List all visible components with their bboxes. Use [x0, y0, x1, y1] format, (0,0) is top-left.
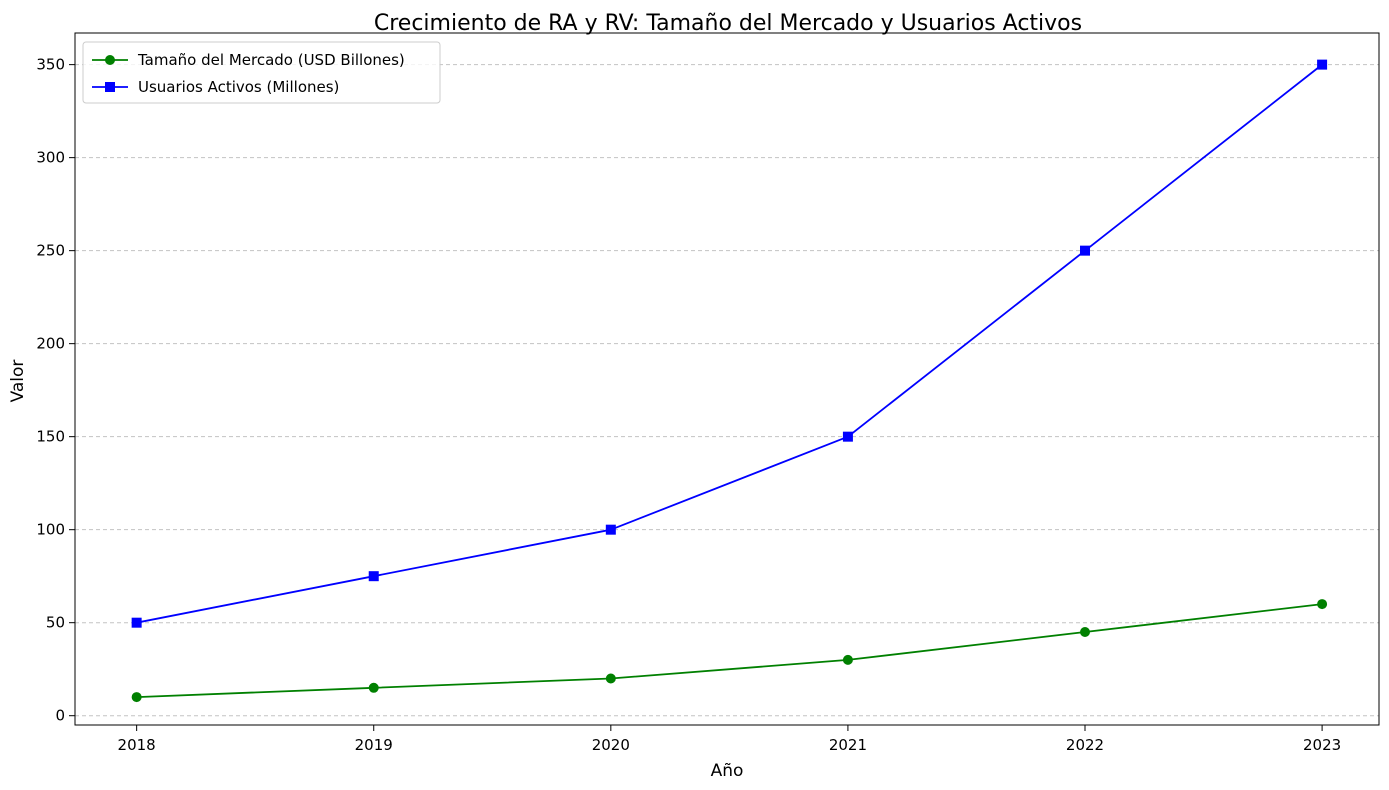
series-2: [131, 59, 1328, 628]
data-point: [131, 617, 142, 628]
series-layer: [131, 59, 1328, 703]
y-tick-label: 150: [36, 428, 65, 446]
data-point: [605, 524, 616, 535]
grid: [75, 64, 1379, 717]
data-point: [131, 692, 142, 703]
plot-frame: [74, 32, 1380, 726]
x-axis-label: Año: [711, 761, 744, 781]
data-point: [1080, 626, 1091, 637]
data-point: [842, 654, 853, 665]
x-tick-label: 2020: [592, 736, 630, 754]
y-axis-label: Valor: [8, 360, 28, 403]
data-point: [1317, 59, 1328, 70]
series-line: [136, 603, 1323, 698]
series-line: [136, 63, 1323, 624]
y-tick-label: 300: [36, 149, 65, 167]
y-tick-label: 350: [36, 56, 65, 74]
legend-box: [82, 41, 441, 104]
y-tick-label: 100: [36, 521, 65, 539]
legend-marker: [105, 55, 115, 65]
legend-item: Tamaño del Mercado (USD Billones): [92, 51, 405, 69]
legend-marker: [105, 82, 115, 92]
data-point: [1317, 599, 1328, 610]
x-tick-label: 2018: [118, 736, 156, 754]
y-tick-label: 200: [36, 335, 65, 353]
legend: Tamaño del Mercado (USD Billones) Usuario…: [82, 41, 441, 104]
y-axis: 0 50 100 150 200 250 300 350: [36, 56, 75, 725]
x-tick-label: 2021: [829, 736, 867, 754]
data-point: [368, 571, 379, 582]
y-tick-label: 250: [36, 242, 65, 260]
legend-item: Usuarios Activos (Millones): [92, 78, 339, 96]
y-tick-label: 0: [55, 707, 65, 725]
data-point: [605, 673, 616, 684]
chart-title: Crecimiento de RA y RV: Tamaño del Merca…: [374, 11, 1082, 36]
data-point: [1080, 245, 1091, 256]
legend-label: Usuarios Activos (Millones): [138, 78, 339, 96]
x-tick-label: 2023: [1303, 736, 1341, 754]
x-tick-label: 2019: [355, 736, 393, 754]
legend-label: Tamaño del Mercado (USD Billones): [137, 51, 405, 69]
series-1: [131, 599, 1328, 703]
data-point: [368, 682, 379, 693]
data-point: [842, 431, 853, 442]
x-tick-label: 2022: [1066, 736, 1104, 754]
y-tick-label: 50: [46, 614, 65, 632]
x-axis: 2018 2019 2020 2021 2022 2023: [118, 725, 1341, 754]
